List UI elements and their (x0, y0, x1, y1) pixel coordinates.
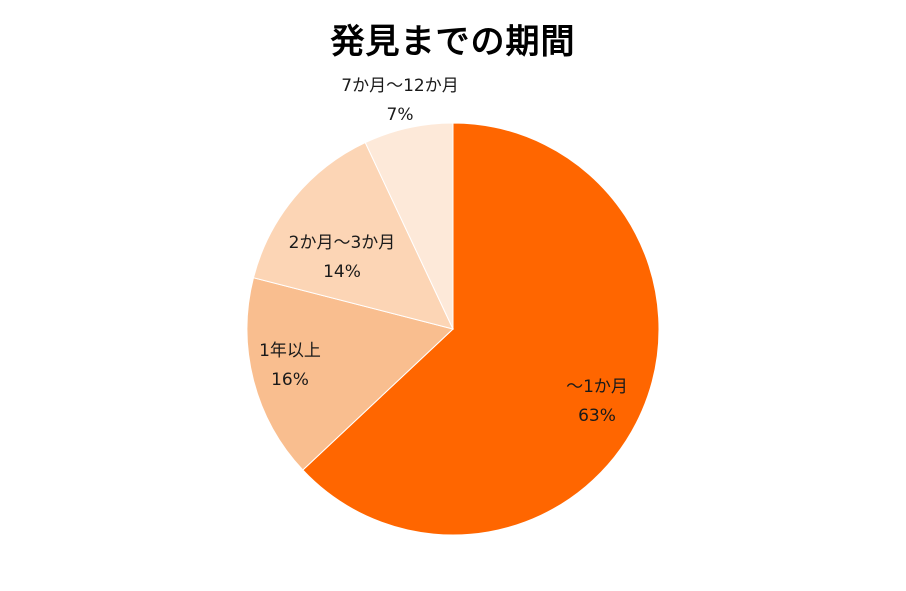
pie-slice (252, 141, 454, 330)
pie-slice (246, 277, 455, 471)
pie-slice (302, 122, 660, 536)
slice-value-label: 16% (271, 370, 309, 390)
slice-category-label: 2か月～3か月 (289, 233, 396, 253)
slice-category-label: ～1か月 (566, 377, 628, 397)
pie-slice (364, 122, 454, 330)
slice-value-label: 14% (323, 262, 361, 282)
slice-category-label: 1年以上 (259, 341, 321, 361)
slice-value-label: 7% (387, 105, 414, 125)
slice-category-label: 7か月～12か月 (341, 76, 458, 96)
slice-value-label: 63% (578, 406, 616, 426)
chart-title: 発見までの期間 (330, 22, 576, 62)
